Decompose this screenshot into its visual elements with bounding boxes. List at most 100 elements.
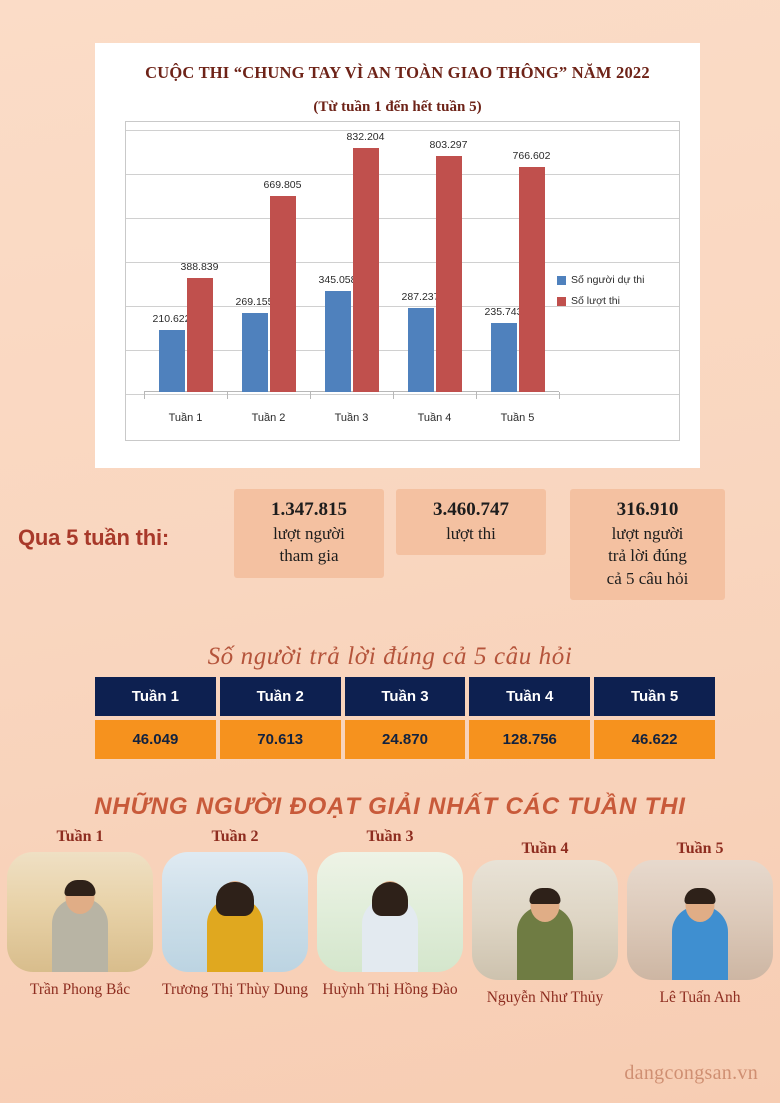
chart-gridlines	[126, 122, 679, 440]
winners-list: Tuần 1 Trần Phong Bắc Tuần 2 Trương Thị Thù…	[0, 828, 780, 1007]
winner-photo-hair	[372, 882, 408, 916]
winner-card: Tuần 2 Trương Thị Thùy Dung	[159, 828, 311, 1007]
chart-bar: 669.805	[264, 179, 301, 392]
chart-bar-group: 269.155 669.805	[231, 130, 306, 392]
chart-tick	[476, 392, 477, 399]
winner-week-label: Tuần 5	[676, 840, 724, 857]
summary-section: Qua 5 tuần thi: 1.347.815 lượt người tham …	[0, 485, 780, 610]
winner-name: Huỳnh Thị Hồng Đào	[322, 981, 458, 998]
summary-stat-text: lượt người	[273, 523, 345, 543]
chart-bar-value-label: 388.839	[180, 261, 219, 273]
summary-stat-box: 1.347.815 lượt người tham gia	[234, 489, 384, 578]
winner-name: Lê Tuấn Anh	[659, 989, 741, 1006]
legend-color-swatch	[557, 296, 566, 306]
chart-tick	[559, 392, 560, 399]
table-value-cell: 46.622	[594, 720, 715, 759]
winner-card: Tuần 3 Huỳnh Thị Hồng Đào	[314, 828, 466, 1007]
winner-photo-hair	[64, 880, 96, 896]
chart-bar: 803.297	[430, 139, 467, 392]
winner-photo-hair	[684, 888, 716, 904]
summary-stat-text: lượt thi	[446, 523, 496, 543]
summary-stat-number: 1.347.815	[271, 499, 347, 520]
chart-x-axis-labels: Tuần 1 Tuần 2 Tuần 3 Tuần 4 Tuần 5	[144, 412, 559, 424]
winner-name: Trương Thị Thùy Dung	[162, 981, 308, 998]
chart-bar-value-label: 269.155	[235, 296, 274, 308]
table-value-cell: 46.049	[95, 720, 216, 759]
summary-stat-text: tham gia	[279, 546, 339, 566]
chart-bar-value-label: 766.602	[512, 150, 551, 162]
chart-bar-group: 235.743 766.602	[480, 130, 555, 392]
chart-panel: CUỘC THI “CHUNG TAY VÌ AN TOÀN GIAO THÔN…	[95, 43, 700, 468]
gridline	[126, 350, 679, 351]
chart-tickmarks	[144, 392, 560, 399]
chart-bars-container: 210.622 388.839 269.155 669.805 345.058 832.2…	[144, 130, 559, 392]
summary-stat-text: trả lời đúng	[608, 546, 687, 566]
winner-week-label: Tuần 3	[366, 828, 414, 845]
table-header-cell: Tuần 2	[219, 677, 341, 716]
summary-stat-number: 3.460.747	[433, 499, 509, 520]
chart-legend-item: Số lượt thi	[557, 295, 669, 307]
chart-bar-value-label: 287.237	[401, 291, 440, 303]
winner-name: Nguyễn Như Thủy	[486, 989, 604, 1006]
legend-label: Số lượt thi	[571, 295, 620, 307]
chart-axis-line	[144, 391, 559, 392]
winner-card: Tuần 4 Nguyễn Như Thủy	[469, 828, 621, 1007]
summary-stat-box: 316.910 lượt người trả lời đúng cả 5 câu hỏ…	[570, 489, 725, 600]
winner-photo-hair	[529, 888, 561, 904]
winner-photo	[7, 852, 153, 972]
chart-x-tick-label: Tuần 3	[334, 412, 369, 424]
table-value-cell: 70.613	[219, 720, 341, 759]
table-heading: Số người trả lời đúng cả 5 câu hỏi	[207, 643, 573, 670]
winner-photo	[162, 852, 308, 972]
chart-tick	[310, 392, 311, 399]
gridline	[126, 218, 679, 219]
chart-bar-value-label: 669.805	[263, 179, 302, 191]
chart-bar: 345.058	[319, 274, 356, 392]
summary-label: Qua 5 tuần thi:	[18, 525, 170, 550]
winner-week-label: Tuần 1	[56, 828, 104, 845]
winner-photo-hair	[216, 882, 254, 916]
table-value-cell: 24.870	[344, 720, 466, 759]
winner-card: Tuần 1 Trần Phong Bắc	[4, 828, 156, 1007]
chart-bar: 388.839	[181, 261, 218, 392]
chart-bar-value-label: 235.743	[484, 306, 523, 318]
winner-week-label: Tuần 4	[521, 840, 569, 857]
winner-week-label: Tuần 2	[211, 828, 259, 845]
chart-bar: 235.743	[485, 306, 522, 392]
table-value-cell: 128.756	[469, 720, 591, 759]
chart-x-tick-label: Tuần 1	[168, 412, 203, 424]
winner-photo	[472, 860, 618, 980]
chart-plot-area: 210.622 388.839 269.155 669.805 345.058 832.2…	[125, 121, 680, 441]
chart-bar: 287.237	[402, 291, 439, 392]
winner-card: Tuần 5 Lê Tuấn Anh	[624, 828, 776, 1007]
chart-tick	[227, 392, 228, 399]
gridline	[126, 394, 679, 395]
chart-x-tick-label: Tuần 5	[500, 412, 535, 424]
chart-bar: 766.602	[513, 150, 550, 392]
summary-stat-text: lượt người	[611, 523, 684, 543]
chart-bar-value-label: 210.622	[152, 313, 191, 325]
chart-x-tick-label: Tuần 4	[417, 412, 452, 424]
table-value-row: 46.049 70.613 24.870 128.756 46.622	[95, 720, 715, 759]
chart-bar: 832.204	[347, 131, 384, 392]
gridline	[126, 262, 679, 263]
gridline	[126, 174, 679, 175]
chart-subtitle: (Từ tuần 1 đến hết tuần 5)	[313, 99, 482, 115]
table-header-cell: Tuần 4	[469, 677, 591, 716]
chart-legend: Số người dự thi Số lượt thi	[557, 274, 669, 316]
summary-stat-text: cả 5 câu hỏi	[606, 568, 689, 588]
winner-photo	[317, 852, 463, 972]
gridline	[126, 130, 679, 131]
chart-title: CUỘC THI “CHUNG TAY VÌ AN TOÀN GIAO THÔN…	[145, 63, 650, 82]
summary-stat-number: 316.910	[616, 499, 679, 520]
weekly-correct-answers-table: Tuần 1 Tuần 2 Tuần 3 Tuần 4 Tuần 5 46.049 70.…	[95, 677, 715, 759]
summary-stat-box: 3.460.747 lượt thi	[396, 489, 546, 556]
chart-x-tick-label: Tuần 2	[251, 412, 286, 424]
chart-bar-groups: 210.622 388.839 269.155 669.805 345.058 832.2…	[144, 130, 559, 392]
chart-bar: 210.622	[153, 313, 190, 392]
winner-name: Trần Phong Bắc	[29, 981, 131, 998]
table-header-cell: Tuần 5	[594, 677, 715, 716]
gridline	[126, 306, 679, 307]
winner-photo	[627, 860, 773, 980]
chart-bar-value-label: 803.297	[429, 139, 468, 151]
